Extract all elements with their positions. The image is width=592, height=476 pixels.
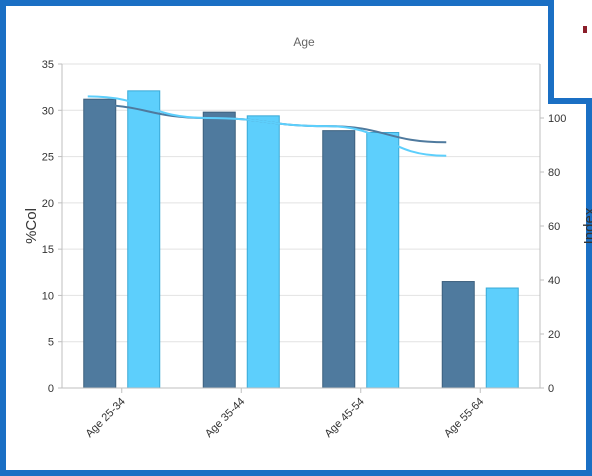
- bar: [127, 90, 161, 389]
- overlay-marker: [583, 26, 587, 33]
- y2-tick-label: 0: [548, 383, 554, 395]
- bar: [441, 281, 475, 389]
- y-tick-label: 15: [42, 244, 54, 256]
- x-tick-label: Age 45-54: [322, 396, 366, 440]
- y2-tick-label: 40: [548, 275, 560, 287]
- y2-tick-label: 60: [548, 221, 560, 233]
- y2-tick-label: 100: [548, 113, 566, 125]
- trend-lines: [87, 95, 447, 157]
- x-tick-label: Age 55-64: [442, 396, 486, 440]
- y-tick-label: 0: [48, 383, 54, 395]
- bar: [83, 98, 117, 389]
- bar: [322, 130, 356, 389]
- y-tick-label: 30: [42, 105, 54, 117]
- y-tick-label: 25: [42, 152, 54, 164]
- chart-title: Age: [293, 35, 315, 49]
- bar: [366, 132, 400, 389]
- y-tick-label: 5: [48, 337, 54, 349]
- y-tick-label: 35: [42, 59, 54, 71]
- bars: [83, 90, 519, 389]
- overlay-panel: [548, 0, 592, 104]
- bar: [246, 115, 280, 389]
- y2-tick-label: 20: [548, 329, 560, 341]
- bar: [485, 287, 519, 389]
- trend-line: [87, 95, 447, 157]
- y-axis-title: %Col: [23, 208, 40, 244]
- x-tick-label: Age 35-44: [203, 396, 247, 440]
- y2-tick-label: 80: [548, 167, 560, 179]
- y-tick-label: 10: [42, 290, 54, 302]
- x-tick-label: Age 25-34: [83, 396, 127, 440]
- bar: [202, 111, 236, 389]
- y-tick-label: 20: [42, 198, 54, 210]
- y2-axis-title: Index: [581, 207, 592, 244]
